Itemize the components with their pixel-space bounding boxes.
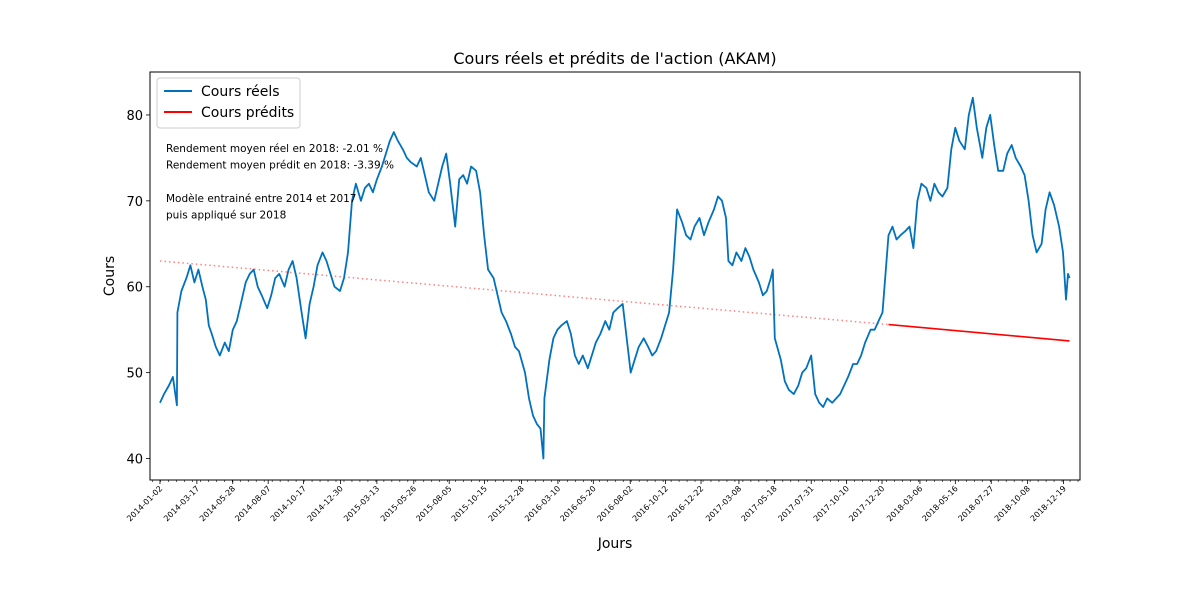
y-tick-label: 40 <box>126 453 143 468</box>
x-tick-label: 2018-07-27 <box>956 484 995 523</box>
y-tick-label: 50 <box>126 367 143 382</box>
series-actual-line <box>159 96 1071 460</box>
y-tick-label: 60 <box>126 281 143 296</box>
legend: Cours réels Cours prédits <box>156 77 301 129</box>
legend-label-predicted: Cours prédits <box>201 105 294 121</box>
x-tick-label: 2014-10-17 <box>269 484 308 523</box>
x-tick-label: 2016-10-12 <box>631 484 670 523</box>
annotation-line: Modèle entrainé entre 2014 et 2017 <box>166 193 357 205</box>
x-tick-label: 2017-03-08 <box>704 484 743 523</box>
series-predicted-line <box>888 323 1070 342</box>
x-tick-label: 2017-12-20 <box>847 484 886 523</box>
x-tick-label: 2015-05-26 <box>379 484 418 523</box>
x-tick-label: 2017-05-18 <box>739 484 778 523</box>
trend-line-segment <box>159 260 889 326</box>
annotation-line: Rendement moyen réel en 2018: -2.01 % <box>166 143 383 155</box>
x-tick-label: 2015-12-28 <box>487 484 526 523</box>
x-tick-label: 2018-03-06 <box>885 484 924 523</box>
x-tick-label: 2014-05-28 <box>198 484 237 523</box>
x-tick-label: 2016-12-22 <box>666 484 705 523</box>
plot-area <box>149 71 1081 481</box>
x-tick-label: 2015-03-13 <box>342 484 381 523</box>
trend-line <box>159 260 889 326</box>
x-tick-label: 2014-03-17 <box>162 484 201 523</box>
x-tick-label: 2016-03-10 <box>523 484 562 523</box>
x-tick-label: 2016-08-02 <box>595 484 634 523</box>
x-tick-label: 2014-08-07 <box>233 484 272 523</box>
legend-label-actual: Cours réels <box>201 84 280 100</box>
y-tick-label: 80 <box>126 109 143 124</box>
x-tick-label: 2015-10-15 <box>450 484 489 523</box>
annotation-line: Rendement moyen prédit en 2018: -3.39 % <box>166 160 394 172</box>
x-tick-label: 2014-12-30 <box>306 484 345 523</box>
x-tick-label: 2018-12-19 <box>1029 484 1068 523</box>
y-axis: 40 50 60 70 80 <box>126 109 150 468</box>
x-axis-label: Jours <box>597 536 633 552</box>
y-axis-label: Cours <box>102 256 118 296</box>
x-tick-label: 2018-05-16 <box>921 484 960 523</box>
annotation-block: Rendement moyen réel en 2018: -2.01 % Ren… <box>166 143 394 222</box>
x-tick-label: 2014-01-02 <box>125 484 164 523</box>
chart-title: Cours réels et prédits de l'action (AKAM… <box>453 49 776 68</box>
x-tick-label: 2016-05-20 <box>558 484 597 523</box>
x-axis: 2014-01-022014-03-172014-05-282014-08-07… <box>125 480 1079 523</box>
y-tick-label: 70 <box>126 195 143 210</box>
legend-frame <box>156 77 301 129</box>
x-tick-label: 2018-10-08 <box>993 484 1032 523</box>
x-tick-label: 2015-08-05 <box>414 484 453 523</box>
annotation-line: puis appliqué sur 2018 <box>166 210 286 222</box>
x-tick-label: 2017-10-10 <box>812 484 851 523</box>
series-group <box>159 96 1071 460</box>
x-tick-label: 2017-07-31 <box>776 484 815 523</box>
